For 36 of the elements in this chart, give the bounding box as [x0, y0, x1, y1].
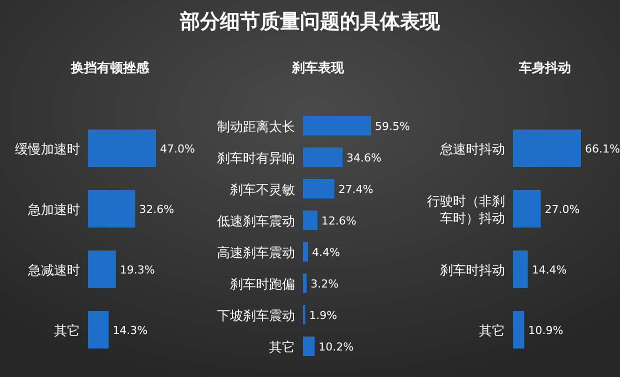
data-label: 10.9%	[528, 324, 564, 337]
y-tick-label: 其它	[54, 322, 80, 339]
data-label: 1.9%	[309, 308, 338, 322]
y-tick-label: 高速刹车震动	[217, 244, 295, 261]
data-label: 4.4%	[312, 246, 340, 259]
y-tick-label: 其它	[479, 322, 505, 339]
y-tick-label: 行驶时（非刹车时）抖动	[427, 194, 505, 226]
data-label: 47.0%	[160, 142, 195, 156]
data-label: 27.4%	[338, 182, 374, 196]
data-label: 14.3%	[112, 324, 148, 337]
data-label: 3.2%	[310, 277, 339, 290]
y-tick-label: 其它	[269, 339, 295, 356]
data-label: 32.6%	[139, 202, 174, 216]
chart-subtitle: 换挡有顿挫感	[70, 60, 150, 76]
y-tick-label: 制动距离太长	[217, 118, 295, 135]
data-label: 10.2%	[318, 340, 354, 354]
data-label: 19.3%	[120, 263, 155, 276]
data-label: 66.1%	[585, 142, 620, 156]
y-tick-label: 急加速时	[27, 202, 80, 218]
data-label: 34.6%	[346, 151, 382, 164]
y-tick-label: 刹车时有异响	[217, 151, 295, 166]
chart-subtitle: 车身抖动	[518, 60, 571, 76]
data-label: 12.6%	[321, 214, 356, 228]
y-tick-label: 缓慢加速时	[15, 142, 80, 158]
data-label: 59.5%	[375, 120, 410, 133]
y-tick-label: 刹车时跑偏	[230, 277, 295, 292]
data-label: 27.0%	[544, 202, 580, 216]
y-tick-label: 急减速时	[27, 263, 80, 278]
y-tick-label: 刹车不灵敏	[230, 182, 295, 198]
y-tick-label: 低速刹车震动	[217, 214, 295, 230]
y-tick-label: 刹车时抖动	[440, 263, 505, 278]
data-label: 14.4%	[532, 263, 567, 276]
y-tick-label: 怠速时抖动	[439, 142, 505, 158]
chart-title: 部分细节质量问题的具体表现	[179, 9, 441, 33]
chart-subtitle: 刹车表现	[291, 60, 345, 76]
y-tick-label: 下坡刹车震动	[217, 308, 295, 324]
